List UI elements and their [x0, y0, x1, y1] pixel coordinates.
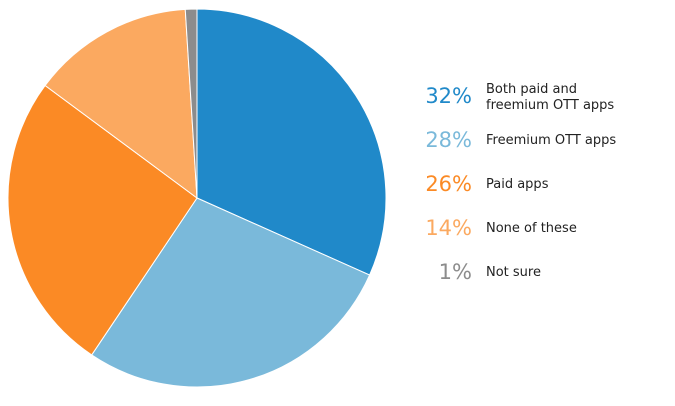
legend-label-both-paid-freemium: Both paid and freemium OTT apps: [486, 82, 666, 114]
legend-label-not-sure: Not sure: [486, 265, 541, 280]
legend-label-paid: Paid apps: [486, 177, 549, 192]
legend-row-not-sure: 1% Not sure: [400, 258, 670, 302]
pie-slice-none-of-these: [44, 8, 198, 200]
legend-row-none: 14% None of these: [400, 214, 670, 258]
legend-value-not-sure: 1%: [438, 260, 472, 284]
legend-value-freemium: 28%: [425, 128, 472, 152]
legend-label-line: Both paid and: [486, 82, 578, 97]
legend-label-line: freemium OTT apps: [486, 98, 615, 113]
pie-slice-both-paid-and-freemium-ott-apps: [196, 8, 387, 276]
legend-row-freemium: 28% Freemium OTT apps: [400, 126, 670, 170]
legend-label-none: None of these: [486, 221, 577, 236]
legend-value-both-paid-freemium: 32%: [425, 84, 472, 108]
legend: 32% Both paid and freemium OTT apps 28% …: [400, 82, 670, 302]
legend-row-paid: 26% Paid apps: [400, 170, 670, 214]
legend-value-none: 14%: [425, 216, 472, 240]
legend-label-freemium: Freemium OTT apps: [486, 133, 617, 148]
pie-slice-not-sure: [184, 8, 198, 199]
legend-row-both-paid-freemium: 32% Both paid and freemium OTT apps: [400, 82, 670, 126]
pie-slice-paid-apps: [7, 84, 198, 356]
legend-value-paid: 26%: [425, 172, 472, 196]
pie-slice-freemium-ott-apps: [90, 197, 371, 388]
